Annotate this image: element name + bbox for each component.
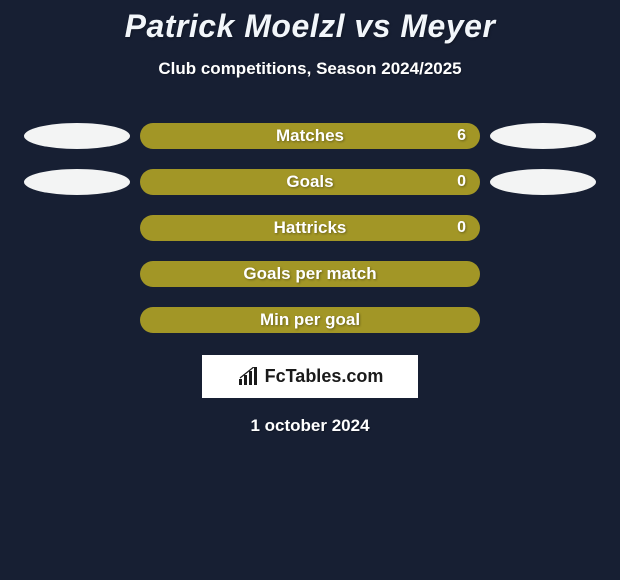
stat-row: Matches 6 [0,123,620,149]
stat-row: Min per goal [0,307,620,333]
stat-row: Goals per match [0,261,620,287]
stat-label: Min per goal [260,310,360,330]
stat-label: Goals per match [243,264,376,284]
stat-value: 0 [457,219,466,237]
stat-label: Matches [276,126,344,146]
stat-row: Hattricks 0 [0,215,620,241]
stat-value: 6 [457,127,466,145]
bar-chart-icon [237,367,261,387]
player-right-marker [490,123,596,149]
stat-bar: Goals per match [140,261,480,287]
stat-bar: Min per goal [140,307,480,333]
stat-bar: Matches 6 [140,123,480,149]
stat-label: Hattricks [274,218,347,238]
page-title: Patrick Moelzl vs Meyer [125,8,496,45]
comparison-card: Patrick Moelzl vs Meyer Club competition… [0,0,620,580]
stat-value: 0 [457,173,466,191]
stat-row: Goals 0 [0,169,620,195]
stat-bar: Hattricks 0 [140,215,480,241]
player-left-marker [24,169,130,195]
stat-bar: Goals 0 [140,169,480,195]
logo-text: FcTables.com [265,366,384,387]
footer-date: 1 october 2024 [250,416,369,436]
player-left-marker [24,123,130,149]
page-subtitle: Club competitions, Season 2024/2025 [158,59,461,79]
stat-rows: Matches 6 Goals 0 Hattricks 0 Goals per match M… [0,123,620,333]
player-right-marker [490,169,596,195]
stat-label: Goals [286,172,333,192]
logo-box[interactable]: FcTables.com [202,355,418,398]
